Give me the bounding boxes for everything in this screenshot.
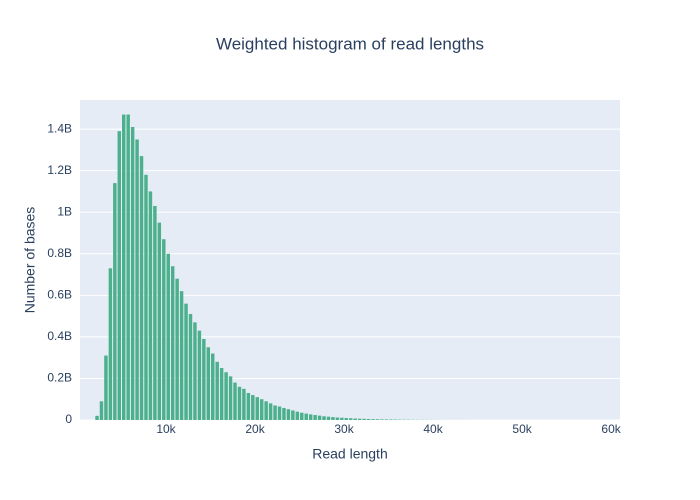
bar [197,330,202,420]
bar [300,412,304,420]
bar [308,414,313,420]
bar [162,239,166,420]
bar [349,418,353,420]
x-tick-label: 10k [156,422,176,436]
bar [375,419,380,420]
plot-area [80,100,620,420]
bar [95,415,99,420]
bar [166,253,170,420]
bar [126,114,130,420]
x-axis-title: Read length [312,446,388,462]
bar [215,361,219,420]
bar [179,291,184,420]
bar [246,392,251,420]
bar [313,415,317,420]
bar [184,303,188,420]
bar [371,419,375,420]
bar [202,338,206,420]
bar [362,418,366,420]
y-tick-label: 1.2B [47,163,72,177]
bar [175,278,179,420]
bar [268,403,273,420]
bar [335,417,340,420]
bar [153,205,157,420]
y-tick-label: 0.4B [47,329,72,343]
x-tick-label: 30k [334,422,354,436]
bar [170,266,175,420]
bar [224,372,228,420]
bar [211,353,215,420]
bar [108,268,113,420]
bar [322,416,326,420]
y-tick-label: 0.8B [47,246,72,260]
bar [286,409,291,420]
x-tick-label: 60k [601,422,621,436]
chart-title: Weighted histogram of read lengths [216,34,484,53]
bar [104,355,108,420]
bar [317,415,322,420]
bar [135,139,139,420]
x-tick-label: 40k [423,422,443,436]
bar [113,183,117,420]
bar [291,410,295,420]
y-tick-label: 0.2B [47,371,72,385]
bar [188,314,193,420]
bar [148,191,153,420]
bar [259,399,264,420]
bar [384,419,389,420]
x-tick-label: 50k [512,422,532,436]
bar [122,114,126,420]
bar [193,322,197,420]
bar [251,395,255,420]
bar [242,388,246,420]
x-tick-label: 20k [245,422,265,436]
bar [157,222,162,420]
bar [273,405,277,420]
bar [228,376,233,420]
bar [340,417,344,420]
bar [282,407,286,420]
bar [117,131,122,421]
bar [295,411,300,420]
bar [144,174,148,420]
bar [326,416,331,420]
y-tick-label: 1.4B [47,121,72,135]
bar [380,419,384,420]
bar [264,401,268,420]
y-tick-label: 1B [57,204,72,218]
bar [255,397,259,420]
bar [357,418,362,420]
y-tick-label: 0.6B [47,287,72,301]
bar [233,382,237,420]
bar [139,156,144,421]
bar [237,386,242,420]
bar [304,413,308,420]
bar [344,418,349,420]
bar [206,347,211,420]
bar [366,419,371,420]
bar [219,368,224,420]
bar [353,418,357,420]
y-axis-title: Number of bases [22,207,38,314]
bar [99,401,104,420]
bar [331,417,335,420]
bar [277,406,282,420]
bar [130,127,135,420]
y-tick-label: 0 [65,412,72,426]
